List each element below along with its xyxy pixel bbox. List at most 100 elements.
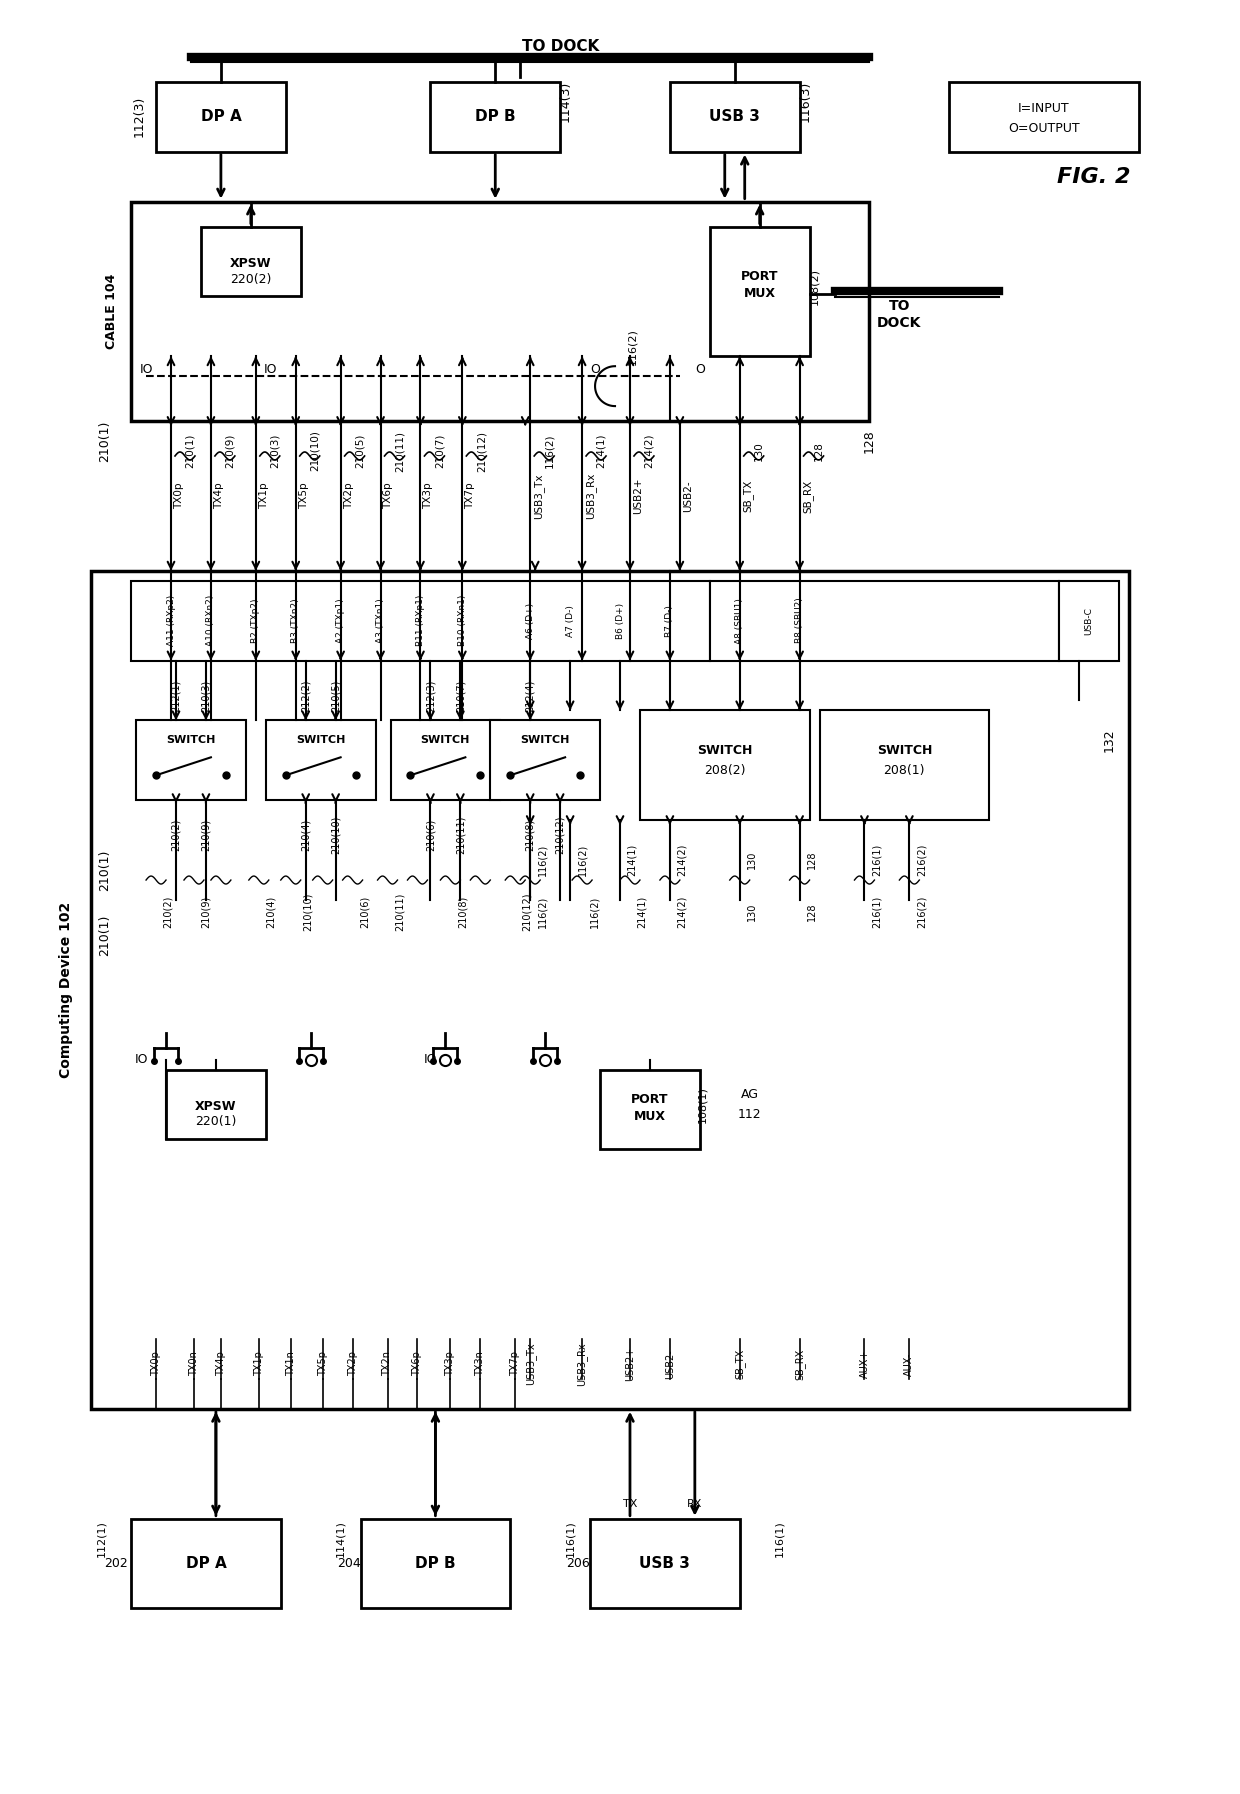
- Bar: [361, 1518, 510, 1609]
- Text: 210(2): 210(2): [171, 818, 181, 852]
- Text: 210(4): 210(4): [265, 895, 275, 927]
- Text: 128: 128: [806, 850, 817, 870]
- Text: 210(10): 210(10): [331, 816, 341, 854]
- Text: 210(12): 210(12): [476, 431, 486, 472]
- Text: 210(3): 210(3): [201, 680, 211, 712]
- Text: IO: IO: [424, 1053, 438, 1066]
- Text: USB 3: USB 3: [640, 1555, 691, 1572]
- Text: A8 (SBU1): A8 (SBU1): [735, 597, 744, 644]
- Text: O: O: [694, 362, 704, 375]
- Text: 210(9): 210(9): [224, 434, 234, 468]
- Text: 210(5): 210(5): [355, 434, 365, 468]
- Text: TX2p: TX2p: [343, 483, 353, 509]
- Text: 112: 112: [738, 1109, 761, 1121]
- Text: 130: 130: [746, 850, 756, 870]
- Text: 214(2): 214(2): [644, 434, 653, 468]
- Bar: [166, 1069, 265, 1139]
- Text: 210(1): 210(1): [185, 434, 195, 468]
- Text: XPSW: XPSW: [195, 1100, 237, 1112]
- Text: XPSW: XPSW: [231, 257, 272, 269]
- Bar: [156, 83, 285, 152]
- Bar: [201, 226, 301, 296]
- Text: SB_RX: SB_RX: [802, 479, 813, 513]
- Text: DP A: DP A: [186, 1555, 227, 1572]
- Text: SWITCH: SWITCH: [877, 745, 932, 757]
- Text: TX7p: TX7p: [510, 1351, 521, 1376]
- Text: 210(7): 210(7): [434, 434, 444, 468]
- Text: 116(1): 116(1): [565, 1520, 575, 1557]
- Text: 210(3): 210(3): [270, 434, 280, 468]
- Text: DP B: DP B: [415, 1555, 456, 1572]
- Text: SWITCH: SWITCH: [521, 736, 570, 745]
- Text: TX3n: TX3n: [475, 1351, 485, 1376]
- Text: 214(2): 214(2): [677, 843, 687, 875]
- Text: SB_TX: SB_TX: [734, 1349, 745, 1380]
- Text: IO: IO: [264, 362, 278, 375]
- Text: 212(3): 212(3): [425, 680, 435, 712]
- Bar: [490, 721, 600, 800]
- Text: TX0p: TX0p: [151, 1351, 161, 1376]
- Text: 128: 128: [863, 429, 875, 452]
- Bar: [590, 1518, 740, 1609]
- Text: 116(2): 116(2): [544, 434, 554, 468]
- Text: 214(1): 214(1): [627, 843, 637, 875]
- Text: 214(2): 214(2): [677, 895, 687, 927]
- Text: 210(11): 210(11): [394, 893, 404, 931]
- Bar: [136, 721, 246, 800]
- Text: 210(1): 210(1): [98, 849, 110, 892]
- Bar: [670, 83, 800, 152]
- Text: 202: 202: [104, 1557, 128, 1570]
- Text: USB-C: USB-C: [1085, 606, 1094, 635]
- Bar: [391, 721, 500, 800]
- Text: 214(1): 214(1): [637, 895, 647, 927]
- Text: 216(1): 216(1): [872, 895, 882, 927]
- Text: MUX: MUX: [634, 1110, 666, 1123]
- Text: CABLE 104: CABLE 104: [104, 274, 118, 350]
- Text: I=INPUT: I=INPUT: [1018, 102, 1070, 115]
- Text: USB2-: USB2-: [665, 1349, 675, 1380]
- Text: AG: AG: [740, 1087, 759, 1102]
- Text: 116(2): 116(2): [577, 843, 587, 875]
- Text: 116(2): 116(2): [537, 895, 547, 927]
- Text: B7 (D-): B7 (D-): [666, 605, 675, 637]
- Text: RX: RX: [687, 1498, 703, 1509]
- Text: 108(1): 108(1): [698, 1085, 708, 1123]
- Text: O: O: [590, 362, 600, 375]
- Text: 116(2): 116(2): [627, 328, 637, 364]
- Text: 132: 132: [1102, 728, 1116, 752]
- Text: TX5p: TX5p: [317, 1351, 327, 1376]
- Bar: [131, 1518, 280, 1609]
- Text: TX0n: TX0n: [188, 1351, 198, 1376]
- Bar: [709, 581, 1059, 660]
- Text: 130: 130: [746, 902, 756, 920]
- Bar: [131, 201, 869, 422]
- Text: TO: TO: [889, 300, 910, 314]
- Text: 210(8): 210(8): [458, 895, 467, 927]
- Text: USB2+: USB2+: [632, 477, 644, 515]
- Text: 210(11): 210(11): [394, 431, 404, 472]
- Text: O=OUTPUT: O=OUTPUT: [1008, 122, 1080, 135]
- Text: 212(2): 212(2): [301, 680, 311, 712]
- Text: 214(1): 214(1): [596, 434, 606, 468]
- Bar: [1059, 581, 1118, 660]
- Text: TX4p: TX4p: [216, 1351, 226, 1376]
- Text: TX3p: TX3p: [423, 483, 434, 509]
- Text: B3 (TXn2): B3 (TXn2): [291, 599, 300, 642]
- Text: 130: 130: [754, 441, 764, 461]
- Text: 128: 128: [813, 441, 823, 461]
- Text: 216(2): 216(2): [916, 895, 926, 927]
- Text: 116(2): 116(2): [537, 843, 547, 875]
- Text: 210(4): 210(4): [301, 820, 311, 852]
- Text: 208(1): 208(1): [884, 764, 925, 777]
- Text: USB2+: USB2+: [625, 1347, 635, 1381]
- Text: 128: 128: [806, 902, 817, 920]
- Text: DP A: DP A: [201, 109, 242, 124]
- Text: 210(12): 210(12): [556, 816, 565, 854]
- Bar: [265, 721, 376, 800]
- Text: 208(2): 208(2): [704, 764, 745, 777]
- Text: 210(9): 210(9): [201, 820, 211, 852]
- Text: TX0p: TX0p: [174, 483, 184, 509]
- Text: 206: 206: [567, 1557, 590, 1570]
- Text: SWITCH: SWITCH: [420, 736, 470, 745]
- Text: Computing Device 102: Computing Device 102: [60, 902, 73, 1078]
